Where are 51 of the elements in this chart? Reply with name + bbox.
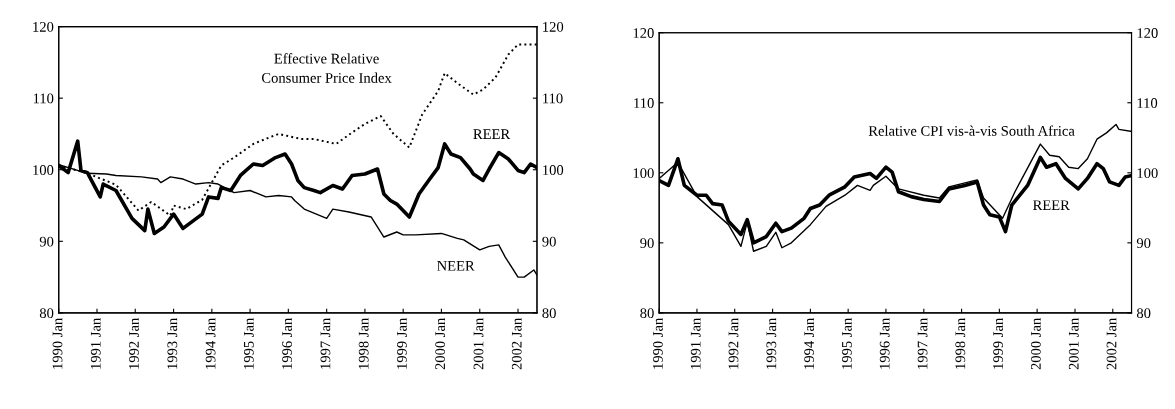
x-tick-label: 1995 Jan — [243, 317, 254, 369]
x-tick-label: 2000 Jan — [1030, 317, 1041, 370]
y2-tick-label: 120 — [543, 21, 564, 32]
y2-tick-label: 90 — [1136, 238, 1151, 249]
y2-tick-label: 110 — [543, 93, 563, 104]
x-tick-label: 1999 Jan — [397, 317, 407, 369]
x-tick-label: 2001 Jan — [1068, 317, 1079, 370]
y2-tick-label: 100 — [1137, 168, 1158, 179]
x-tick-label: 2001 Jan — [473, 317, 484, 370]
y-tick-label: 90 — [640, 238, 654, 249]
x-tick-label: 1992 Jan — [728, 317, 739, 369]
y2-tick-label: 80 — [1136, 308, 1151, 319]
text: Effective Relative Consumer Price Index — [261, 53, 392, 83]
x-tick-label: 1993 Jan — [167, 317, 178, 369]
x-tick-label: 1997 Jan — [917, 317, 928, 369]
series-label: REER — [1033, 200, 1070, 210]
x-tick-label: 1990 Jan — [52, 317, 63, 369]
x-tick-label: 1992 Jan — [129, 317, 139, 369]
x-tick-label: 1996 Jan — [879, 317, 890, 369]
series-label: Relative CPI vis-à-vis South Africa — [868, 125, 1075, 136]
y2-tick-label: 110 — [1137, 98, 1158, 108]
x-tick-label: 2000 Jan — [435, 317, 446, 370]
y-tick-label: 120 — [633, 28, 654, 38]
x-tick-label: 1993 Jan — [766, 317, 777, 369]
x-tick-label: 1990 Jan — [652, 317, 663, 369]
y-tick-label: 90 — [39, 236, 54, 247]
y2-tick-label: 120 — [1137, 28, 1158, 38]
x-tick-label: 1995 Jan — [842, 317, 852, 369]
x-tick-label: 1991 Jan — [90, 317, 101, 369]
series-label: NEER — [437, 261, 475, 271]
x-tick-label: 1999 Jan — [993, 317, 1004, 369]
x-tick-label: 1998 Jan — [955, 317, 966, 369]
y-tick-label: 110 — [33, 93, 54, 104]
y-tick-label: 110 — [634, 98, 654, 108]
y-tick-label: 80 — [39, 308, 54, 319]
x-tick-label: 1994 Jan — [804, 317, 815, 369]
y2-tick-label: 90 — [542, 236, 556, 247]
x-tick-label: 1994 Jan — [205, 317, 216, 369]
y2-tick-label: 100 — [543, 165, 564, 175]
y-tick-label: 80 — [640, 308, 654, 319]
y-tick-label: 100 — [633, 168, 654, 179]
y2-tick-label: 80 — [542, 308, 556, 319]
y-tick-label: 100 — [33, 165, 54, 175]
x-tick-label: 2002 Jan — [1106, 317, 1117, 370]
series-label: REER — [473, 129, 511, 139]
x-tick-label: 1998 Jan — [358, 317, 369, 369]
y-tick-label: 120 — [33, 21, 54, 32]
x-tick-label: 1997 Jan — [320, 317, 331, 369]
x-tick-label: 1996 Jan — [282, 317, 292, 369]
x-tick-label: 2002 Jan — [511, 317, 522, 370]
x-tick-label: 1991 Jan — [690, 317, 701, 369]
